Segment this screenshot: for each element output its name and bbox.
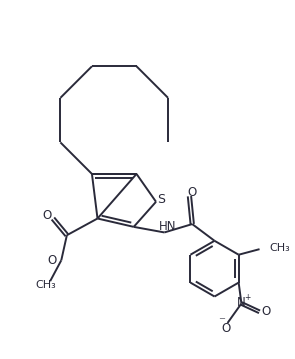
Text: +: +: [244, 293, 251, 302]
Text: O: O: [222, 322, 231, 335]
Text: CH₃: CH₃: [36, 280, 56, 290]
Text: O: O: [261, 306, 270, 318]
Text: S: S: [157, 192, 165, 205]
Text: N: N: [237, 296, 246, 309]
Text: O: O: [48, 254, 57, 267]
Text: HN: HN: [158, 220, 176, 233]
Text: O: O: [188, 186, 197, 199]
Text: O: O: [42, 209, 51, 222]
Text: CH₃: CH₃: [269, 243, 290, 253]
Text: ⁻: ⁻: [218, 315, 225, 328]
